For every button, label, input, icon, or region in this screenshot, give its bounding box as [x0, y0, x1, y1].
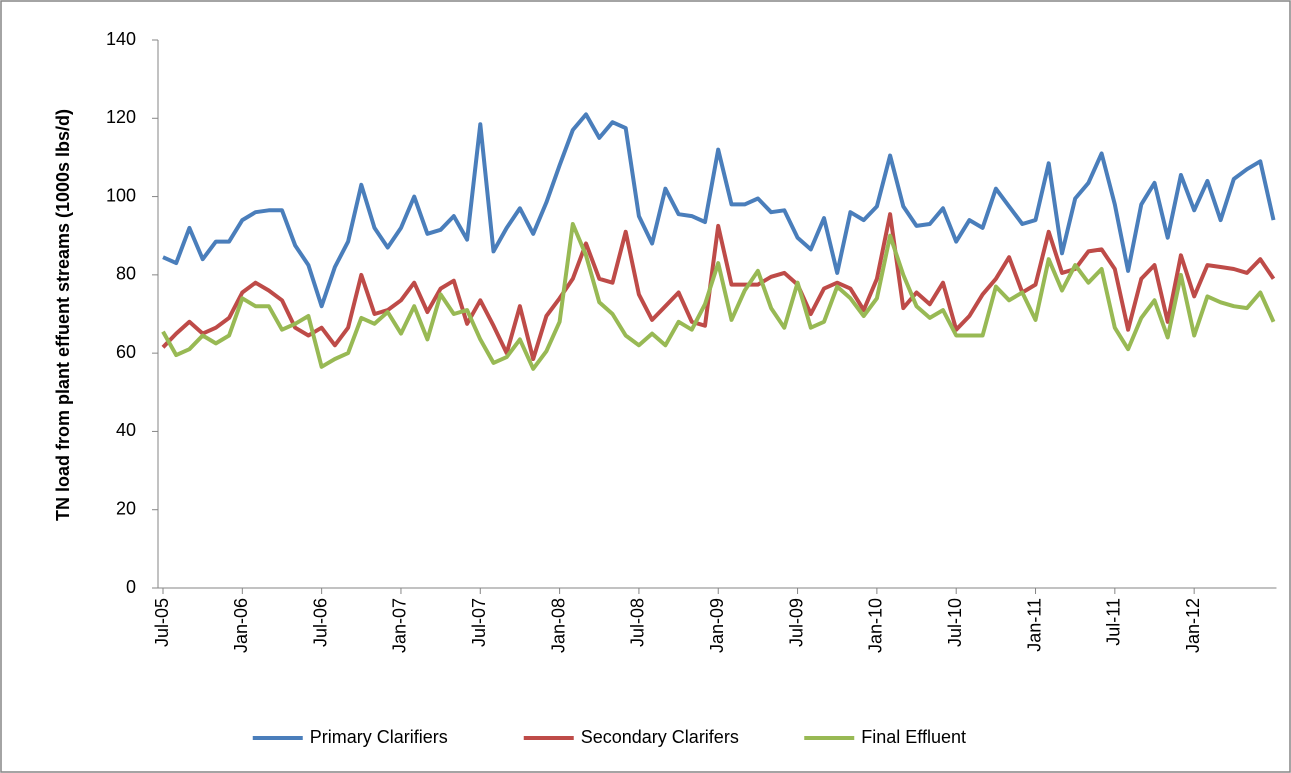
- x-tick-label: Jan-07: [390, 598, 410, 653]
- legend-label: Secondary Clarifers: [581, 727, 739, 747]
- x-tick-label: Jul-05: [152, 598, 172, 647]
- y-tick-label: 20: [116, 498, 136, 518]
- x-tick-label: Jul-07: [469, 598, 489, 647]
- series-line: [162, 112, 1276, 309]
- x-tick-label: Jan-11: [1024, 598, 1044, 652]
- series-line: [161, 212, 1276, 361]
- legend-label: Final Effluent: [861, 727, 966, 747]
- x-tick-label: Jul-08: [628, 598, 648, 647]
- y-tick-label: 140: [106, 29, 136, 49]
- legend-label: Primary Clarifiers: [310, 727, 448, 747]
- y-tick-label: 40: [116, 420, 136, 440]
- x-tick-label: Jul-06: [310, 598, 330, 647]
- x-tick-label: Jan-08: [548, 598, 568, 653]
- x-tick-label: Jul-09: [786, 598, 806, 647]
- x-tick-label: Jul-10: [945, 598, 965, 647]
- x-tick-label: Jan-10: [866, 598, 886, 653]
- x-tick-label: Jan-06: [231, 598, 251, 653]
- y-tick-label: 120: [106, 107, 136, 127]
- y-axis-label: TN load from plant effuent streams (1000…: [53, 109, 73, 521]
- y-tick-label: 0: [126, 577, 136, 597]
- x-tick-label: Jan-09: [707, 598, 727, 653]
- series-line: [161, 222, 1276, 371]
- x-tick-label: Jan-12: [1183, 598, 1203, 653]
- y-tick-label: 60: [116, 342, 136, 362]
- y-tick-label: 100: [106, 185, 136, 205]
- x-tick-label: Jul-11: [1104, 598, 1124, 646]
- y-tick-label: 80: [116, 264, 136, 284]
